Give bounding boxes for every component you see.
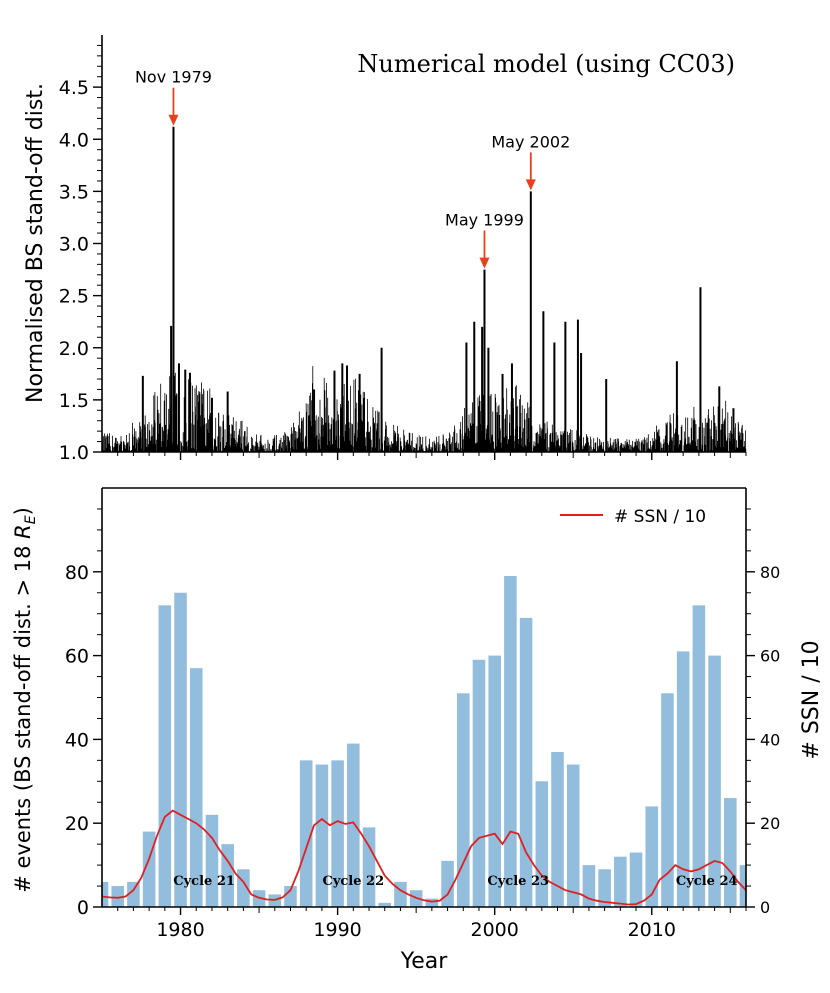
annotation-label-1: May 1999 [445, 211, 524, 230]
top-panel: Nov 1979 May 1999 May 2002 1.0 1.5 2.0 2.5 3.0… [23, 35, 747, 464]
top-y-tick-label-6: 4.0 [59, 129, 89, 151]
bottom-y2-tick-label-1: 20 [760, 814, 780, 833]
bottom-y2-axis-label: # SSN / 10 [799, 640, 824, 759]
event-bar-1993 [378, 902, 392, 907]
top-panel-title: Numerical model (using CC03) [357, 50, 735, 78]
event-bar-1981 [189, 668, 203, 907]
top-y-tick-label-0: 1.0 [59, 442, 89, 464]
annotation-label-2: May 2002 [491, 132, 570, 151]
event-bar-1998 [456, 693, 470, 907]
bottom-x-tick-label-0: 1980 [156, 919, 204, 941]
bottom-axes: 0 0 20 20 40 40 60 60 80 80 1980 1990 2000 2010 [65, 487, 780, 941]
event-bar-1989 [315, 764, 329, 907]
event-bar-2003 [535, 781, 549, 907]
cycle-label-3: Cycle 24 [676, 874, 738, 889]
event-bar-2009 [629, 852, 643, 907]
event-bar-1975 [102, 881, 109, 907]
top-y-tick-label-7: 4.5 [59, 77, 89, 99]
legend: # SSN / 10 [560, 507, 706, 527]
event-bar-2001 [504, 575, 517, 907]
event-bar-2004 [551, 751, 564, 907]
event-bar-1976 [111, 886, 124, 907]
event-bar-1980 [174, 592, 187, 907]
cycle-label-0: Cycle 21 [173, 874, 235, 889]
event-bar-1977 [127, 881, 140, 907]
annotation-arrow-head-1 [479, 257, 490, 269]
bottom-x-tick-label-3: 2010 [628, 919, 676, 941]
annotation-arrow-head-2 [525, 179, 536, 191]
event-bar-1992 [362, 827, 376, 907]
top-y-tick-label-3: 2.5 [59, 286, 89, 308]
bottom-y-axis-label: # events (BS stand-off dist. > 18 RE) [11, 507, 39, 893]
event-bar-2010 [645, 806, 659, 907]
top-y-tick-label-4: 3.0 [59, 234, 89, 256]
bottom-y-tick-label-4: 80 [65, 562, 89, 584]
top-spike-series [141, 126, 735, 452]
event-bar-1983 [221, 844, 234, 907]
event-bar-2006 [582, 865, 596, 907]
cycle-label-1: Cycle 22 [322, 874, 384, 889]
event-bar-2007 [598, 869, 611, 907]
bottom-y-axis-label-re: R [11, 524, 35, 539]
ssn-line [101, 809, 747, 906]
annotation-label-0: Nov 1979 [135, 68, 212, 87]
event-bar-2000 [488, 655, 501, 907]
cycle-labels: Cycle 21 Cycle 22 Cycle 23 Cycle 24 [173, 874, 737, 889]
event-bar-2015 [724, 798, 737, 907]
event-bar-2012 [676, 651, 690, 907]
top-annotations: Nov 1979 May 1999 May 2002 [135, 68, 570, 269]
bottom-y2-tick-label-4: 80 [760, 563, 780, 582]
bottom-y-tick-label-2: 40 [65, 729, 89, 751]
bottom-y-tick-label-3: 60 [65, 646, 89, 668]
event-bars [102, 575, 746, 907]
event-bar-1990 [331, 760, 344, 907]
top-axes: 1.0 1.5 2.0 2.5 3.0 3.5 4.0 4.5 [59, 35, 747, 464]
bottom-y2-tick-label-3: 60 [760, 647, 780, 666]
event-bar-2008 [614, 856, 627, 907]
top-y-tick-label-5: 3.5 [59, 181, 89, 203]
top-y-tick-label-1: 1.5 [59, 390, 89, 412]
event-bar-2014 [708, 655, 721, 907]
bottom-panel: Cycle 21 Cycle 22 Cycle 23 Cycle 24 0 0 20 20 4… [11, 487, 824, 974]
event-bar-2005 [566, 764, 580, 907]
event-bar-2011 [661, 693, 674, 907]
bottom-y-axis-label-sub: E [23, 515, 39, 524]
bottom-x-axis-label: Year [400, 949, 449, 974]
event-bar-1988 [299, 760, 313, 907]
legend-label: # SSN / 10 [614, 507, 706, 527]
event-bar-1999 [472, 659, 486, 907]
bottom-y2-tick-label-0: 0 [760, 898, 770, 917]
top-y-axis-label: Normalised BS stand-off dist. [23, 83, 48, 403]
bottom-y2-tick-label-2: 40 [760, 730, 780, 749]
top-y-tick-label-2: 2.0 [59, 338, 89, 360]
bottom-y-tick-label-1: 20 [65, 813, 89, 835]
event-bar-1979 [158, 605, 172, 907]
event-bar-1982 [205, 814, 219, 907]
bottom-y-axis-label-main: # events (BS stand-off dist. > 18 [11, 539, 35, 893]
annotation-arrow-head-0 [168, 114, 179, 126]
event-bar-2013 [692, 605, 706, 907]
event-bar-1996 [425, 898, 439, 907]
bottom-y-axis-label-end: ) [11, 507, 35, 515]
bottom-x-tick-label-1: 1990 [313, 919, 361, 941]
event-bar-1991 [347, 743, 360, 907]
event-bar-2002 [519, 617, 533, 907]
bottom-y-tick-label-0: 0 [77, 897, 89, 919]
bottom-x-tick-label-2: 2000 [471, 919, 519, 941]
event-bar-1987 [284, 886, 297, 907]
cycle-label-2: Cycle 23 [487, 874, 549, 889]
event-bar-1997 [441, 860, 454, 907]
